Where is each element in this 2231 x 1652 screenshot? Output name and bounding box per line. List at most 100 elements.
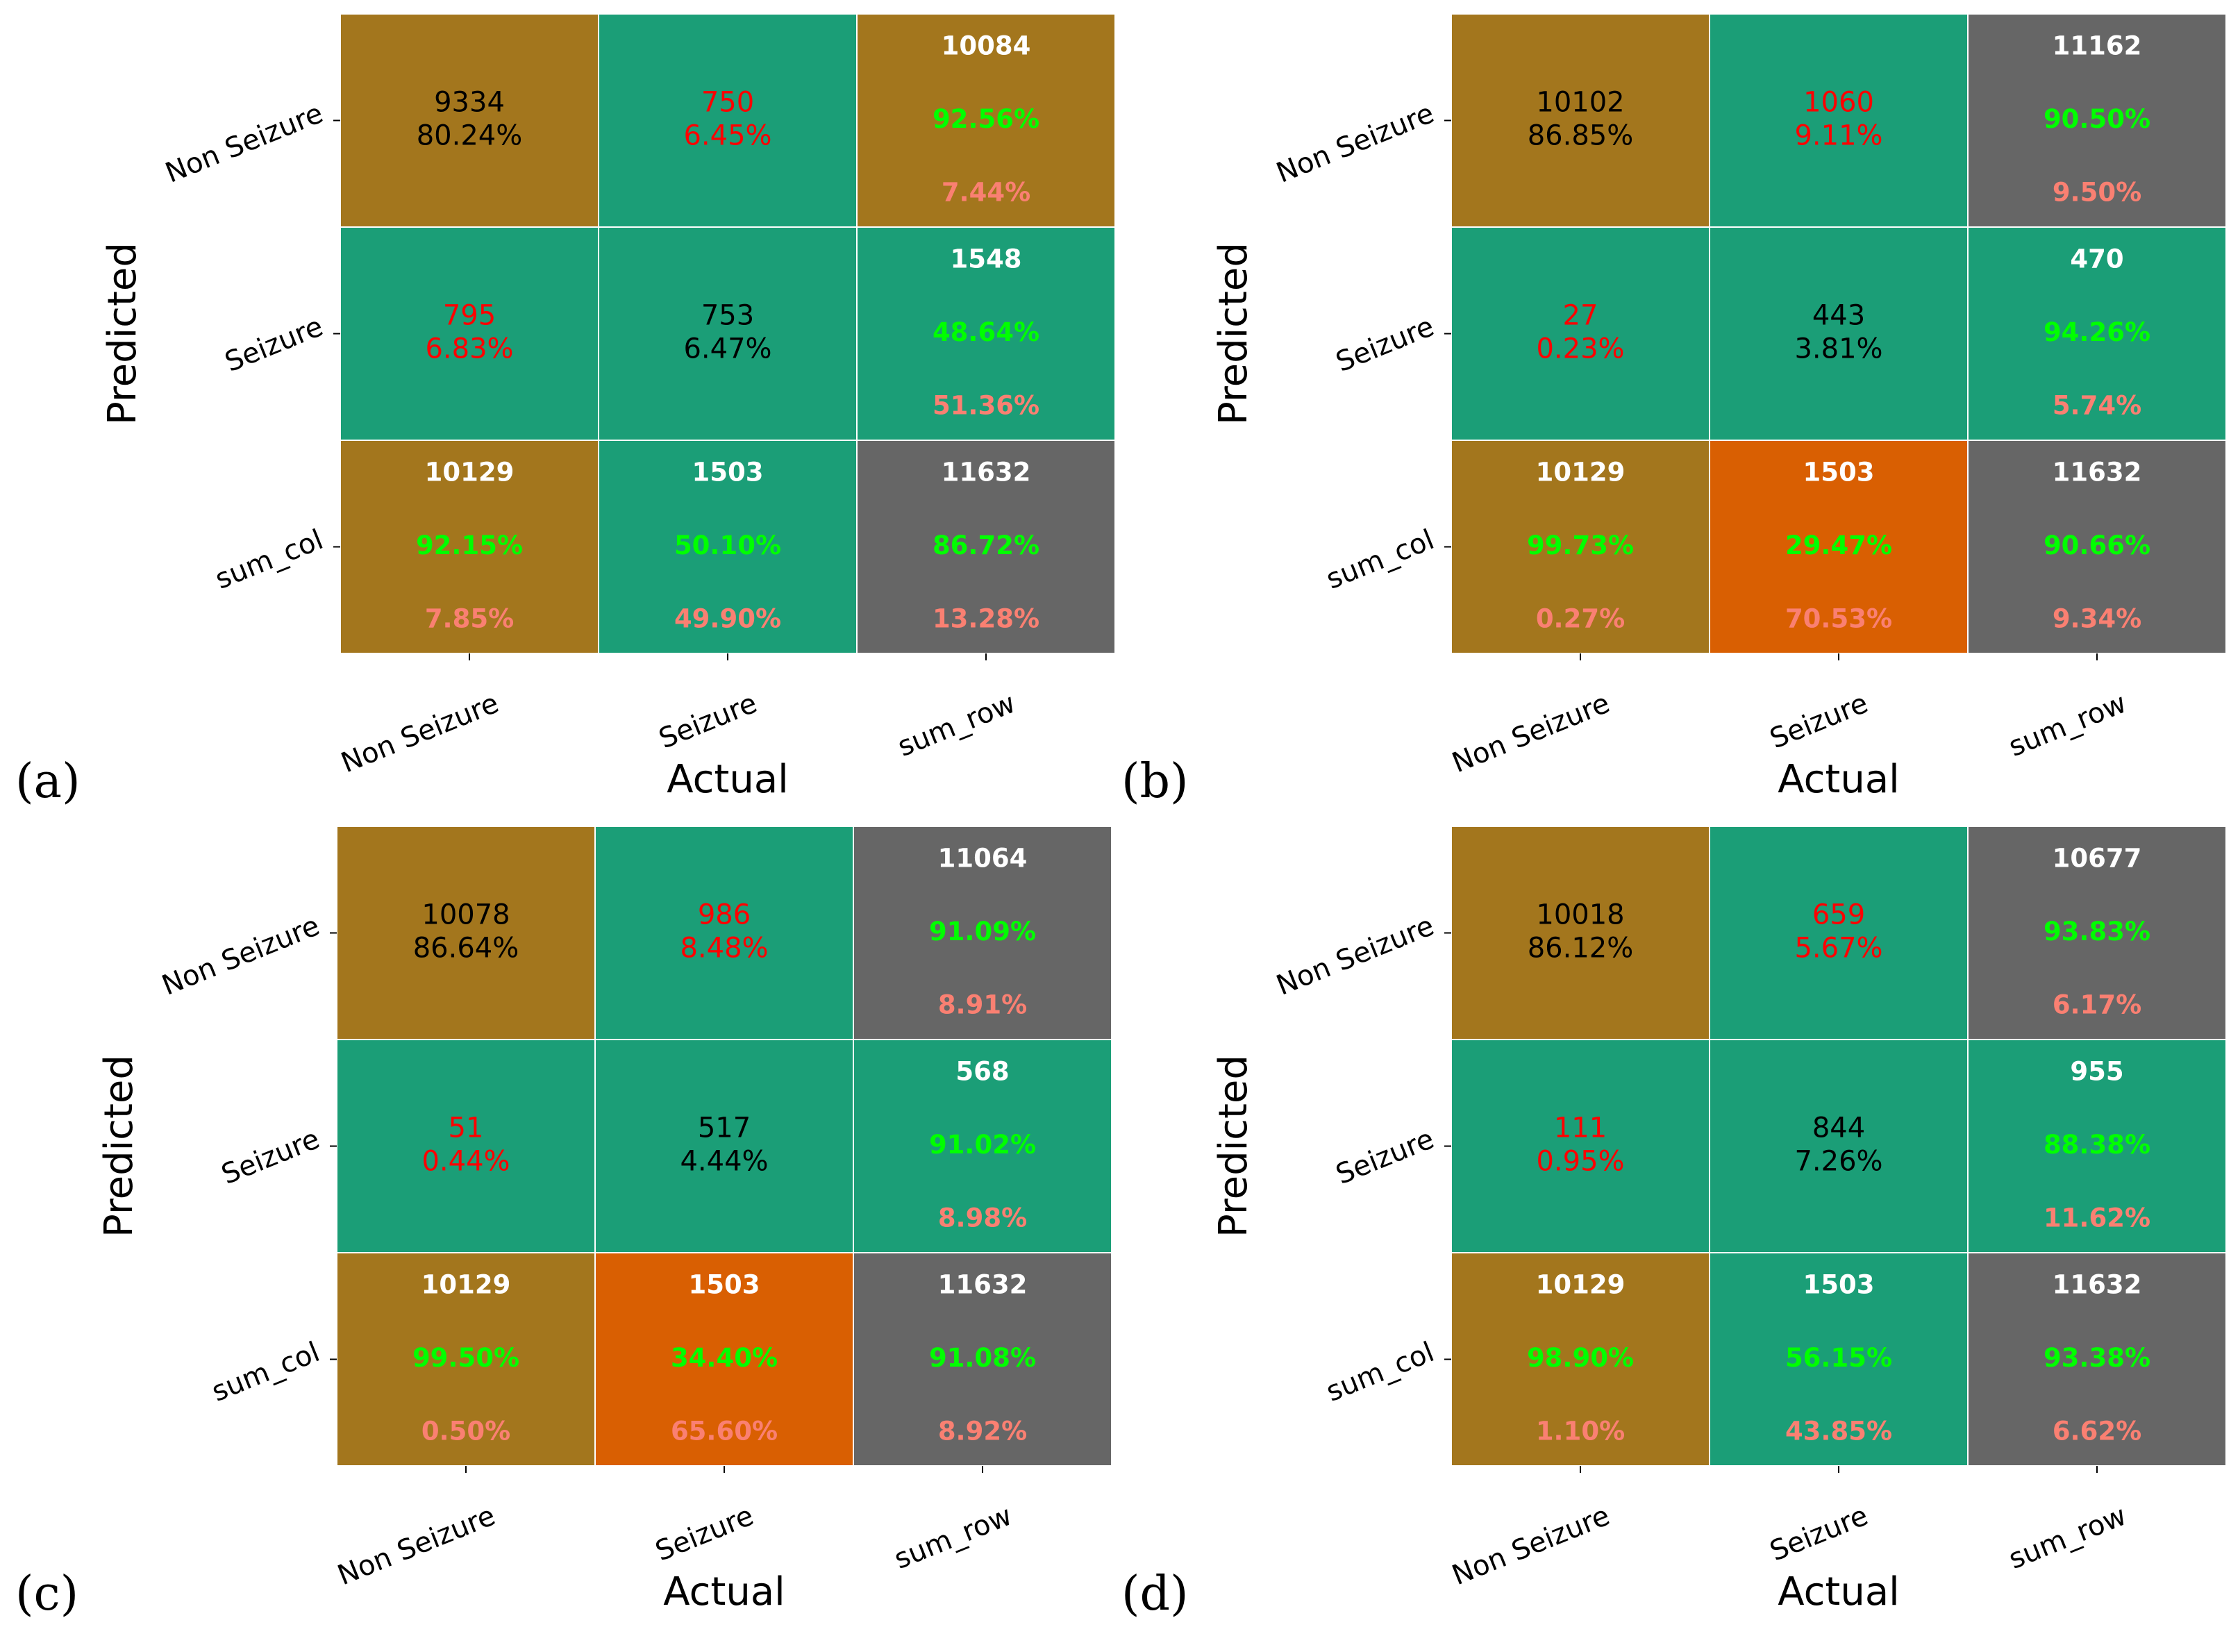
panel-label: (c) — [15, 1567, 78, 1621]
x-tick-label: sum_row — [894, 687, 1020, 763]
summary-error-rate: 51.36% — [933, 391, 1039, 421]
cell-count: 9334 — [434, 87, 505, 119]
summary-accuracy: 86.72% — [933, 531, 1039, 560]
confusion-matrix-panel: 1010286.85%10609.11%1116290.50%9.50%270.… — [1121, 13, 2227, 809]
summary-accuracy: 91.02% — [929, 1130, 1036, 1160]
x-axis-label: Actual — [663, 1569, 785, 1615]
summary-error-rate: 7.44% — [942, 178, 1030, 208]
cell-percent: 5.67% — [1794, 933, 1882, 965]
cell-percent: 9.11% — [1794, 120, 1882, 152]
matrix-cell — [594, 1039, 854, 1253]
x-tick-label: Seizure — [651, 1500, 758, 1568]
matrix-cell — [340, 440, 599, 654]
x-tick-label: sum_row — [890, 1500, 1017, 1576]
y-axis-label: Predicted — [1211, 242, 1256, 425]
summary-count: 11064 — [938, 844, 1028, 874]
matrix-cell — [1967, 440, 2227, 654]
cell-percent: 6.83% — [425, 333, 513, 365]
y-tick-label: Seizure — [1332, 310, 1439, 378]
summary-error-rate: 43.85% — [1785, 1417, 1892, 1446]
matrix-cell — [1709, 226, 1969, 441]
matrix-cell — [1451, 1039, 1710, 1253]
summary-error-rate: 49.90% — [674, 604, 781, 634]
summary-count: 11632 — [938, 1270, 1028, 1300]
summary-error-rate: 13.28% — [933, 604, 1039, 634]
x-tick-label: Non Seizure — [333, 1500, 500, 1592]
x-axis-label: Actual — [1778, 757, 1899, 802]
summary-count: 10129 — [425, 458, 515, 487]
summary-count: 10084 — [942, 31, 1031, 61]
summary-accuracy: 48.64% — [933, 317, 1039, 347]
panel-label: (b) — [1121, 754, 1189, 809]
summary-count: 11632 — [942, 458, 1031, 487]
matrix-cell — [1709, 1039, 1969, 1253]
summary-error-rate: 8.92% — [938, 1417, 1027, 1446]
summary-count: 1548 — [951, 244, 1022, 274]
summary-accuracy: 92.56% — [933, 104, 1039, 134]
summary-accuracy: 56.15% — [1785, 1343, 1892, 1373]
summary-accuracy: 90.50% — [2044, 104, 2150, 134]
matrix-cell — [598, 226, 858, 441]
summary-error-rate: 11.62% — [2044, 1203, 2150, 1233]
matrix-cell — [1709, 440, 1969, 654]
summary-error-rate: 65.60% — [671, 1417, 778, 1446]
matrix-cell — [598, 13, 858, 228]
y-tick-label: sum_col — [211, 524, 328, 596]
summary-count: 470 — [2070, 244, 2123, 274]
summary-error-rate: 9.34% — [2053, 604, 2141, 634]
cell-percent: 0.95% — [1536, 1146, 1624, 1178]
cell-percent: 8.48% — [680, 933, 768, 965]
x-tick-label: Non Seizure — [1448, 687, 1614, 780]
summary-error-rate: 1.10% — [1536, 1417, 1625, 1446]
matrix-cell — [1967, 226, 2227, 441]
cell-count: 10018 — [1536, 899, 1624, 931]
x-tick-label: sum_row — [2005, 687, 2131, 763]
cell-percent: 0.44% — [421, 1146, 510, 1178]
cell-count: 753 — [701, 300, 754, 332]
cell-percent: 86.85% — [1528, 120, 1634, 152]
cell-percent: 6.45% — [683, 120, 771, 152]
summary-accuracy: 94.26% — [2044, 317, 2150, 347]
x-tick-label: Seizure — [1766, 1500, 1873, 1568]
summary-error-rate: 0.50% — [421, 1417, 510, 1446]
summary-accuracy: 99.73% — [1527, 531, 1634, 560]
matrix-cell — [856, 226, 1116, 441]
summary-count: 955 — [2070, 1057, 2123, 1087]
summary-error-rate: 9.50% — [2053, 178, 2141, 208]
cell-count: 51 — [449, 1112, 484, 1144]
cell-count: 517 — [698, 1112, 751, 1144]
matrix-cell — [1451, 226, 1710, 441]
matrix-cell — [1451, 1252, 1710, 1467]
cell-count: 795 — [443, 300, 496, 332]
summary-error-rate: 6.62% — [2053, 1417, 2141, 1446]
matrix-cell — [336, 1039, 596, 1253]
summary-accuracy: 50.10% — [674, 531, 781, 560]
cell-count: 111 — [1554, 1112, 1607, 1144]
cell-count: 986 — [698, 899, 751, 931]
y-axis-label: Predicted — [100, 242, 145, 425]
cell-percent: 3.81% — [1794, 333, 1882, 365]
matrix-cell — [1709, 13, 1969, 228]
y-tick-label: Non Seizure — [1272, 97, 1439, 190]
cell-count: 10102 — [1536, 87, 1624, 119]
matrix-cell — [853, 1039, 1112, 1253]
x-tick-label: Non Seizure — [337, 687, 503, 780]
summary-error-rate: 8.91% — [938, 990, 1027, 1020]
summary-accuracy: 93.38% — [2044, 1343, 2150, 1373]
matrix-cell — [340, 226, 599, 441]
summary-accuracy: 34.40% — [671, 1343, 778, 1373]
cell-percent: 86.12% — [1528, 933, 1634, 965]
cell-count: 1060 — [1803, 87, 1874, 119]
x-axis-label: Actual — [1778, 1569, 1899, 1615]
summary-accuracy: 98.90% — [1527, 1343, 1634, 1373]
x-tick-label: Non Seizure — [1448, 1500, 1614, 1592]
summary-accuracy: 29.47% — [1785, 531, 1892, 560]
cell-percent: 4.44% — [680, 1146, 768, 1178]
cell-count: 750 — [701, 87, 754, 119]
cell-percent: 7.26% — [1794, 1146, 1882, 1178]
summary-count: 11632 — [2053, 1270, 2142, 1300]
matrix-cell — [598, 440, 858, 654]
cell-count: 659 — [1812, 899, 1865, 931]
